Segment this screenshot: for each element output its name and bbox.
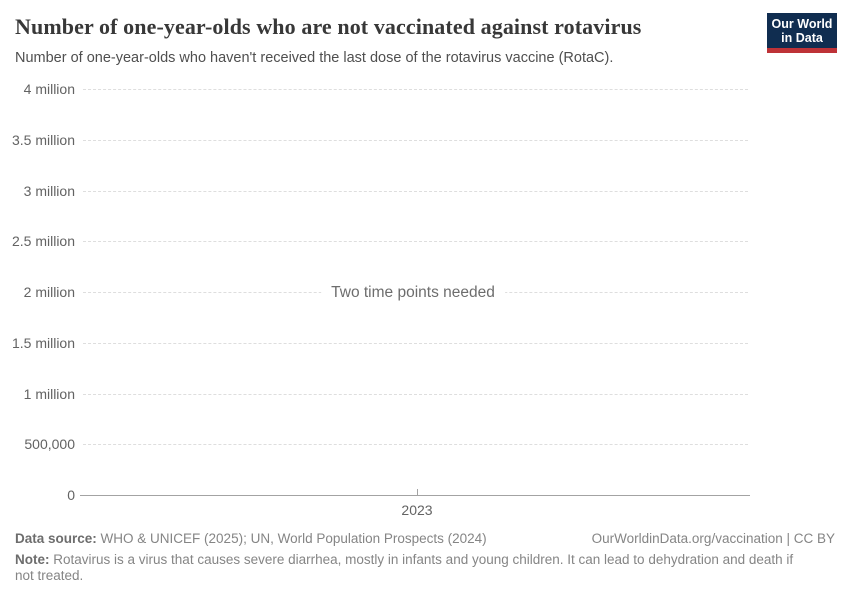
y-axis-tick-label: 500,000 bbox=[24, 436, 75, 453]
x-axis-tick-mark bbox=[417, 489, 418, 496]
y-gridline bbox=[83, 139, 748, 141]
owid-logo: Our World in Data bbox=[767, 13, 837, 53]
y-axis-tick-label: 1 million bbox=[23, 385, 75, 402]
owid-logo-line2: in Data bbox=[781, 31, 823, 45]
y-axis-tick-label: 1.5 million bbox=[11, 334, 75, 351]
note-line: Note: Rotavirus is a virus that causes s… bbox=[15, 552, 805, 585]
chart-title: Number of one-year-olds who are not vacc… bbox=[15, 14, 642, 39]
y-gridline bbox=[83, 241, 748, 243]
x-axis-line bbox=[80, 495, 750, 496]
y-axis-tick-label: 4 million bbox=[23, 81, 75, 97]
y-gridline bbox=[83, 444, 748, 446]
y-gridline bbox=[83, 342, 748, 344]
empty-chart-message: Two time points needed bbox=[321, 283, 505, 303]
y-axis-tick-label: 3 million bbox=[23, 182, 75, 199]
note-label: Note: bbox=[15, 551, 50, 567]
y-axis-tick-label: 0 bbox=[67, 487, 75, 503]
y-gridline bbox=[83, 89, 748, 90]
chart-footer: Data source: WHO & UNICEF (2025); UN, Wo… bbox=[15, 531, 835, 585]
data-source-text: WHO & UNICEF (2025); UN, World Populatio… bbox=[100, 531, 487, 546]
y-axis-tick-label: 2 million bbox=[23, 284, 75, 300]
owid-logo-line1: Our World bbox=[771, 17, 833, 31]
citation-line: OurWorldinData.org/vaccination | CC BY bbox=[591, 531, 835, 546]
data-source-label: Data source: bbox=[15, 531, 97, 546]
data-source-line: Data source: WHO & UNICEF (2025); UN, Wo… bbox=[15, 531, 487, 548]
y-axis-tick-label: 3.5 million bbox=[11, 131, 75, 148]
y-gridline bbox=[83, 393, 748, 395]
chart-subtitle: Number of one-year-olds who haven't rece… bbox=[15, 50, 614, 66]
y-axis-tick-label: 2.5 million bbox=[11, 233, 75, 250]
note-text: Rotavirus is a virus that causes severe … bbox=[15, 551, 794, 584]
x-axis-tick-label: 2023 bbox=[401, 502, 433, 518]
y-gridline bbox=[83, 190, 748, 192]
